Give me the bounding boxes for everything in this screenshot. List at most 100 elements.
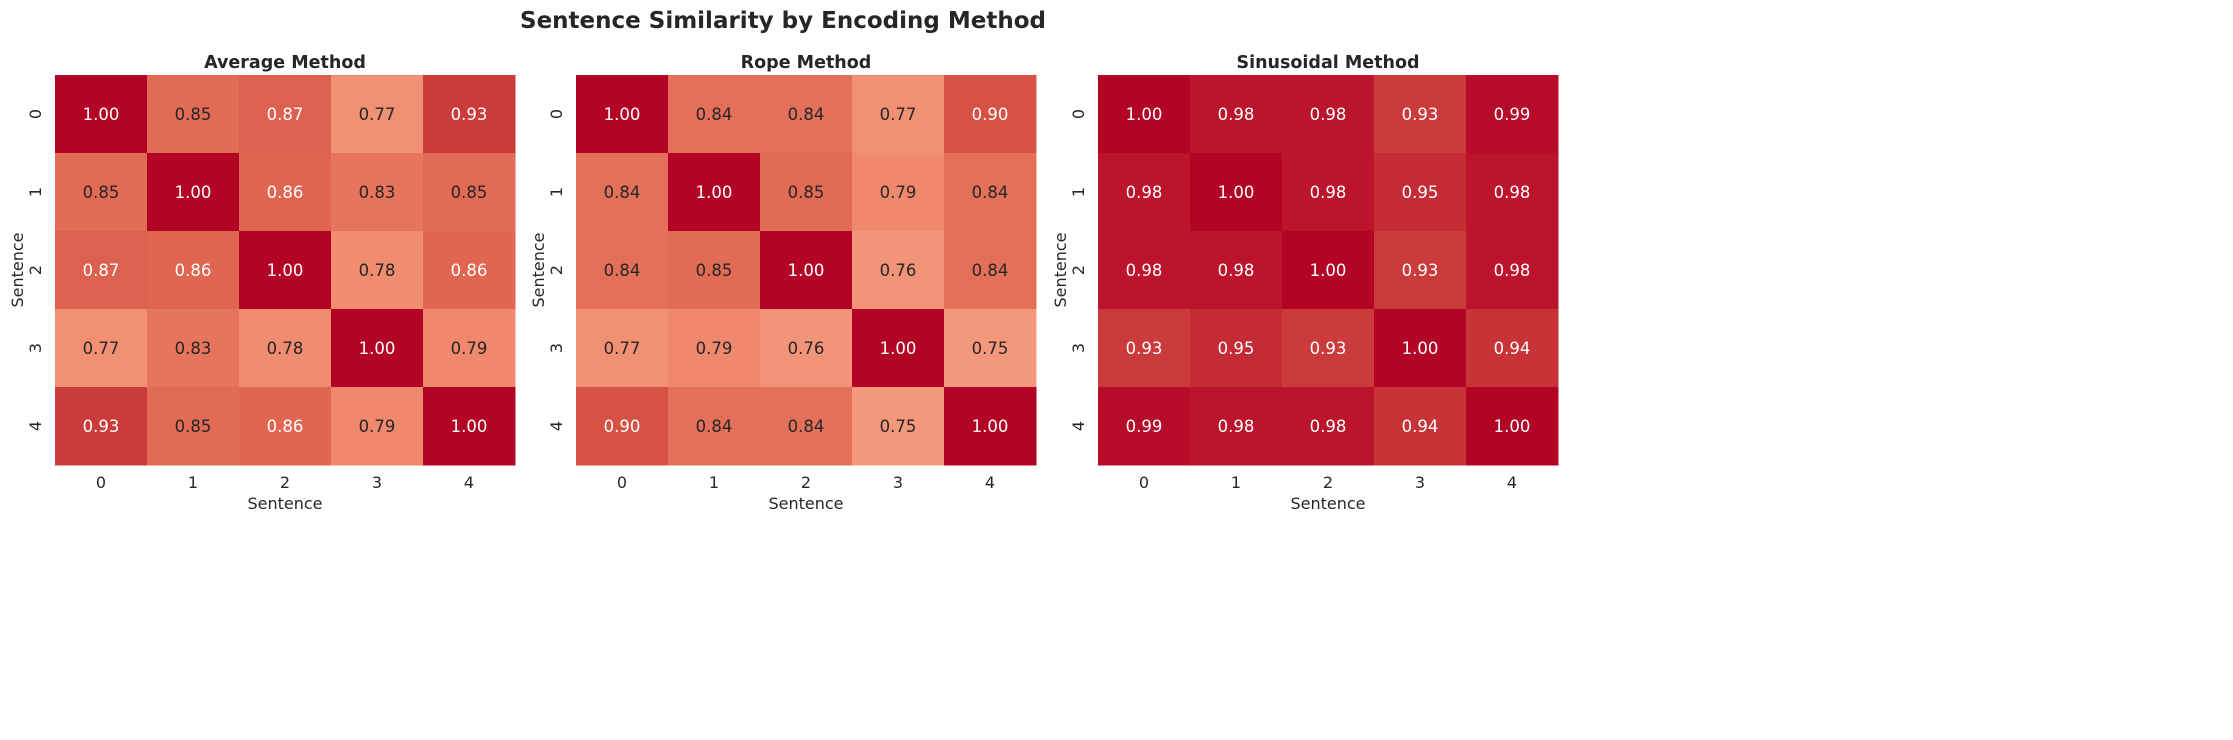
cell-label: 0.98 <box>1494 261 1531 280</box>
x-axis-label: Sentence <box>1290 494 1365 513</box>
x-tick-label: 4 <box>464 473 474 492</box>
heatmap-cell <box>576 309 669 388</box>
heatmap-cell <box>55 387 148 466</box>
heatmap-cell <box>944 309 1037 388</box>
heatmap-cell <box>331 309 424 388</box>
heatmap-cell <box>239 309 332 388</box>
heatmap-cell <box>668 75 761 154</box>
y-tick-label: 0 <box>1069 109 1088 119</box>
heatmap-cell <box>1466 387 1559 466</box>
heatmap-cell <box>1374 153 1467 232</box>
x-tick-label: 2 <box>801 473 811 492</box>
y-tick-label: 2 <box>26 265 45 275</box>
cell-label: 1.00 <box>175 183 212 202</box>
cell-label: 0.98 <box>1310 105 1347 124</box>
cell-label: 0.75 <box>972 339 1009 358</box>
heatmap-cell <box>944 75 1037 154</box>
heatmap-cell <box>576 387 669 466</box>
y-tick-label: 3 <box>1069 343 1088 353</box>
cell-label: 0.98 <box>1126 261 1163 280</box>
heatmap-cell <box>1466 153 1559 232</box>
subplot-title: Sinusoidal Method <box>1236 53 1419 73</box>
heatmap-cell <box>55 75 148 154</box>
x-tick-label: 3 <box>893 473 903 492</box>
cell-label: 0.87 <box>267 105 304 124</box>
heatmap-cell <box>944 231 1037 310</box>
heatmap-cell <box>1374 231 1467 310</box>
figure-title: Sentence Similarity by Encoding Method <box>520 8 1046 34</box>
cell-label: 0.84 <box>604 261 641 280</box>
heatmap-cell <box>1098 231 1191 310</box>
heatmap-cell <box>331 387 424 466</box>
heatmap-cell <box>1374 75 1467 154</box>
heatmap-cell <box>760 75 853 154</box>
heatmap-cell <box>760 387 853 466</box>
heatmap-cell <box>331 153 424 232</box>
cell-label: 0.78 <box>359 261 396 280</box>
x-tick-label: 1 <box>709 473 719 492</box>
x-tick-label: 0 <box>617 473 627 492</box>
heatmap-cell <box>239 387 332 466</box>
heatmap-cell <box>1190 231 1283 310</box>
heatmap-cell <box>1282 153 1375 232</box>
cell-label: 0.78 <box>267 339 304 358</box>
cell-label: 0.79 <box>880 183 917 202</box>
heatmap-cell <box>1098 153 1191 232</box>
x-tick-label: 4 <box>985 473 995 492</box>
cell-label: 0.93 <box>83 417 120 436</box>
heatmap-cell <box>331 231 424 310</box>
heatmap-cell <box>239 231 332 310</box>
cell-label: 1.00 <box>267 261 304 280</box>
cell-label: 1.00 <box>83 105 120 124</box>
cell-label: 0.85 <box>451 183 488 202</box>
cell-label: 0.79 <box>359 417 396 436</box>
y-tick-label: 4 <box>26 421 45 431</box>
cell-label: 0.93 <box>451 105 488 124</box>
cell-label: 0.86 <box>175 261 212 280</box>
heatmap-cell <box>668 153 761 232</box>
y-tick-label: 2 <box>1069 265 1088 275</box>
heatmap-cell <box>147 387 240 466</box>
heatmap-cell <box>1374 309 1467 388</box>
cell-label: 0.77 <box>359 105 396 124</box>
x-tick-label: 1 <box>1231 473 1241 492</box>
cell-label: 0.75 <box>880 417 917 436</box>
heatmap-cell <box>760 309 853 388</box>
cell-label: 1.00 <box>1126 105 1163 124</box>
x-axis-label: Sentence <box>768 494 843 513</box>
cell-label: 1.00 <box>1310 261 1347 280</box>
heatmap-cell <box>423 153 516 232</box>
heatmap-cell <box>668 387 761 466</box>
cell-label: 0.93 <box>1402 261 1439 280</box>
heatmap-cell <box>55 153 148 232</box>
y-tick-label: 2 <box>547 265 566 275</box>
cell-label: 0.95 <box>1218 339 1255 358</box>
cell-label: 0.98 <box>1310 417 1347 436</box>
cell-label: 0.85 <box>175 417 212 436</box>
cell-label: 1.00 <box>1218 183 1255 202</box>
heatmap-cell <box>147 231 240 310</box>
cell-label: 0.85 <box>696 261 733 280</box>
cell-label: 0.85 <box>788 183 825 202</box>
heatmap-cell <box>576 231 669 310</box>
cell-label: 0.77 <box>880 105 917 124</box>
cell-label: 0.84 <box>788 105 825 124</box>
cell-label: 0.85 <box>83 183 120 202</box>
cell-label: 0.76 <box>880 261 917 280</box>
cell-label: 0.94 <box>1494 339 1531 358</box>
heatmap-cell <box>1190 75 1283 154</box>
heatmap-cell <box>1282 387 1375 466</box>
cell-label: 0.99 <box>1126 417 1163 436</box>
heatmap-cell <box>147 75 240 154</box>
cell-label: 0.76 <box>788 339 825 358</box>
heatmap-cell <box>147 153 240 232</box>
cell-label: 0.86 <box>267 417 304 436</box>
cell-label: 0.84 <box>972 183 1009 202</box>
cell-label: 0.98 <box>1126 183 1163 202</box>
heatmap-cell <box>1466 75 1559 154</box>
y-tick-label: 1 <box>26 187 45 197</box>
heatmap-cell <box>852 387 945 466</box>
heatmap-cell <box>1282 309 1375 388</box>
y-tick-label: 1 <box>547 187 566 197</box>
